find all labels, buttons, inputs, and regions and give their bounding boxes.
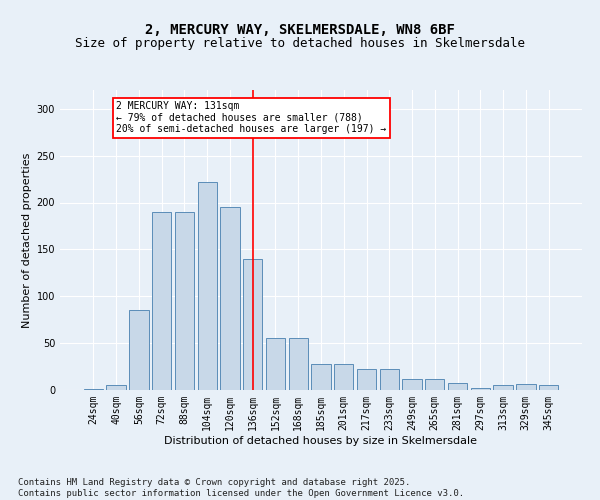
Bar [311, 364, 331, 390]
Bar [539, 386, 558, 390]
Bar [357, 370, 376, 390]
X-axis label: Distribution of detached houses by size in Skelmersdale: Distribution of detached houses by size … [164, 436, 478, 446]
Bar [243, 259, 262, 390]
Y-axis label: Number of detached properties: Number of detached properties [22, 152, 32, 328]
Bar [197, 182, 217, 390]
Text: 2 MERCURY WAY: 131sqm
← 79% of detached houses are smaller (788)
20% of semi-det: 2 MERCURY WAY: 131sqm ← 79% of detached … [116, 101, 386, 134]
Text: 2, MERCURY WAY, SKELMERSDALE, WN8 6BF: 2, MERCURY WAY, SKELMERSDALE, WN8 6BF [145, 22, 455, 36]
Bar [403, 379, 422, 390]
Bar [106, 386, 126, 390]
Bar [289, 338, 308, 390]
Bar [152, 212, 172, 390]
Bar [266, 338, 285, 390]
Bar [380, 370, 399, 390]
Bar [493, 386, 513, 390]
Bar [129, 310, 149, 390]
Bar [516, 384, 536, 390]
Bar [220, 207, 239, 390]
Bar [470, 388, 490, 390]
Bar [334, 364, 353, 390]
Text: Contains HM Land Registry data © Crown copyright and database right 2025.
Contai: Contains HM Land Registry data © Crown c… [18, 478, 464, 498]
Bar [425, 379, 445, 390]
Bar [448, 384, 467, 390]
Bar [175, 212, 194, 390]
Text: Size of property relative to detached houses in Skelmersdale: Size of property relative to detached ho… [75, 38, 525, 51]
Bar [84, 389, 103, 390]
